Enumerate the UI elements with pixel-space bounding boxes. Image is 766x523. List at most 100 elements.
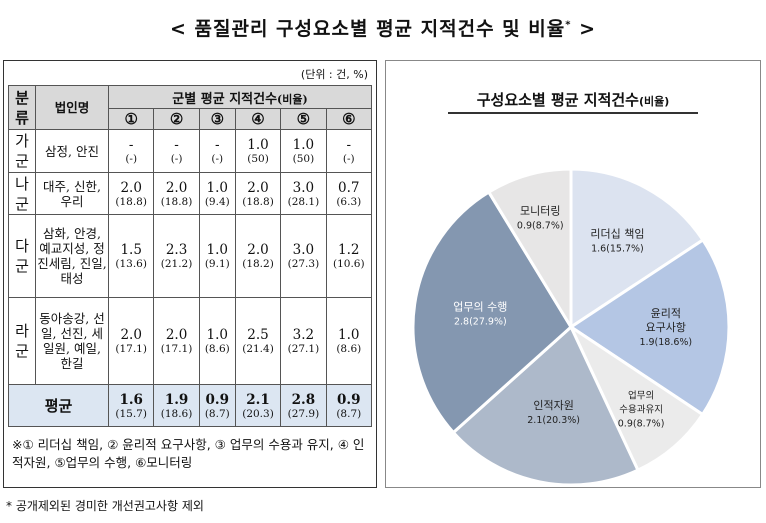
value-cell: - (-) — [325, 129, 373, 173]
percent: (-) — [170, 153, 183, 165]
value: 1.5 — [120, 242, 142, 258]
slice-name-label: 리더십 책임 — [590, 228, 644, 241]
percent: (21.4) — [242, 343, 274, 355]
percent: (21.2) — [160, 258, 193, 270]
value: 1.9 — [164, 391, 189, 408]
value-cell: 2.0 (18.8) — [153, 172, 200, 215]
percent: (6.3) — [336, 195, 362, 208]
bottom-note: * 공개제외된 경미한 개선권고사항 제외 — [6, 499, 204, 513]
value-cell: 2.0 (18.8) — [234, 172, 282, 215]
slice-value-label: 2.8(27.9%) — [454, 317, 507, 328]
value-cell: 2.0 (17.1) — [153, 297, 200, 385]
percent: (8.6) — [204, 343, 230, 355]
value-cell: 2.3 (21.2) — [153, 214, 200, 298]
value: 1.0 — [338, 327, 360, 343]
percent: (17.1) — [160, 343, 193, 355]
percent: (18.2) — [242, 258, 274, 270]
table-row: 가군 삼정, 안진 - (-) - (-) - (-) 1.0 (50) 1.0 (50) - (-) — [8, 129, 373, 173]
header-span: 군별 평균 지적건수(비율) — [108, 85, 372, 109]
slice-name-label: 인적자원 — [533, 399, 573, 412]
pie-slice — [451, 324, 640, 487]
value: 1.6 — [119, 391, 143, 408]
header-col-4: ④ — [234, 108, 282, 130]
percent: (9.1) — [204, 258, 230, 270]
percent: (8.7) — [336, 407, 362, 420]
group-cell: 라군 — [8, 297, 36, 385]
percent: (15.7) — [115, 407, 147, 420]
value: 2.5 — [247, 327, 269, 343]
group-cell: 가군 — [8, 129, 36, 173]
value-cell: 1.0 (9.1) — [198, 214, 236, 298]
value: 0.9 — [337, 391, 361, 408]
corp-cell: 동아송강, 선일, 선진, 세일원, 예일, 한길 — [35, 297, 109, 385]
percent: (8.7) — [204, 407, 230, 420]
value: 0.7 — [338, 179, 360, 196]
slice-value-label: 0.9(8.7%) — [618, 418, 665, 429]
group-cell: 나군 — [8, 172, 36, 215]
value: 1.0 — [292, 137, 315, 153]
value: 2.3 — [165, 242, 188, 258]
chart-title: 구성요소별 평균 지적건수(비율) — [386, 89, 760, 114]
percent: (27.1) — [287, 343, 320, 355]
slice-name-label: 모니터링 — [520, 204, 560, 217]
percent: (18.8) — [160, 195, 193, 208]
average-cell: 0.9 (8.7) — [325, 384, 373, 427]
table-row: 라군 동아송강, 선일, 선진, 세일원, 예일, 한길 2.0 (17.1) 2.0(… — [8, 297, 373, 385]
percent: (10.6) — [333, 258, 365, 270]
percent: (27.9) — [287, 407, 320, 420]
average-cell: 2.1 (20.3) — [234, 384, 282, 427]
percent: (8.6) — [336, 343, 362, 355]
slice-value-label: 1.6(15.7%) — [591, 244, 644, 255]
value-cell: 1.0 (8.6) — [325, 297, 373, 385]
value: 1.0 — [247, 137, 269, 153]
value-cell: 3.0 (28.1) — [280, 172, 327, 215]
value-cell: - (-) — [107, 129, 155, 173]
value: 2.0 — [247, 179, 269, 196]
slice-name-label: 요구사항 — [646, 321, 686, 334]
average-cell: 1.9 (18.6) — [153, 384, 200, 427]
percent: (18.8) — [242, 195, 274, 208]
footnote: ※① 리더십 책임, ② 윤리적 요구사항, ③ 업무의 수용과 유지, ④ 인… — [12, 437, 365, 470]
value-cell: 2.0 (18.8) — [107, 172, 155, 215]
value-cell: 2.0 (18.2) — [234, 214, 282, 298]
corp-cell: 삼정, 안진 — [35, 129, 109, 173]
value-cell: 1.0 (50) — [234, 129, 282, 173]
value: - — [346, 137, 352, 153]
value-cell: 2.0 (17.1) — [107, 297, 155, 385]
value: - — [128, 137, 134, 153]
pie-slice — [568, 237, 731, 417]
value-cell: 3.0 (27.3) — [280, 214, 327, 298]
value-cell: 1.2 (10.6) — [325, 214, 373, 298]
corp-cell: 대주, 신한, 우리 — [35, 172, 109, 215]
value: 1.0 — [206, 327, 229, 343]
value-cell: 2.5 (21.4) — [234, 297, 282, 385]
page-title: < 품질관리 구성요소별 평균 지적건수 및 비율* > — [169, 18, 597, 40]
value: 2.0 — [165, 179, 188, 196]
value: 2.8 — [291, 391, 316, 408]
pie-slice — [486, 167, 573, 333]
value-cell: - (-) — [198, 129, 236, 173]
slice-value-label: 1.9(18.6%) — [639, 337, 692, 348]
percent: (9.4) — [204, 195, 230, 208]
average-cell: 1.6 (15.7) — [107, 384, 155, 427]
value: 2.1 — [246, 391, 270, 408]
pie-slice — [411, 190, 573, 435]
corp-cell: 삼화, 안경, 예교지성, 정진세림, 진일, 태성 — [35, 214, 109, 298]
percent: (50) — [247, 153, 269, 165]
value: 3.0 — [292, 179, 315, 196]
value: 2.0 — [120, 327, 142, 343]
value-cell: 3.2 (27.1) — [280, 297, 327, 385]
slice-value-label: 0.9(8.7%) — [517, 220, 564, 231]
header-col-3: ③ — [198, 108, 236, 130]
value: 1.0 — [206, 242, 229, 258]
header-col-6: ⑥ — [325, 108, 373, 130]
percent: (20.3) — [242, 407, 274, 420]
chart-panel: 구성요소별 평균 지적건수(비율) 리더십 책임 1.6(15.7%) 윤리적 요구사… — [385, 60, 761, 488]
value: 1.2 — [338, 242, 360, 258]
value: 0.9 — [205, 391, 230, 408]
value-cell: 1.5 (13.6) — [107, 214, 155, 298]
table-row: 다군 삼화, 안경, 예교지성, 정진세림, 진일, 태성 1.5 (13.6) 2.3… — [8, 214, 373, 298]
percent: (18.8) — [115, 195, 147, 208]
